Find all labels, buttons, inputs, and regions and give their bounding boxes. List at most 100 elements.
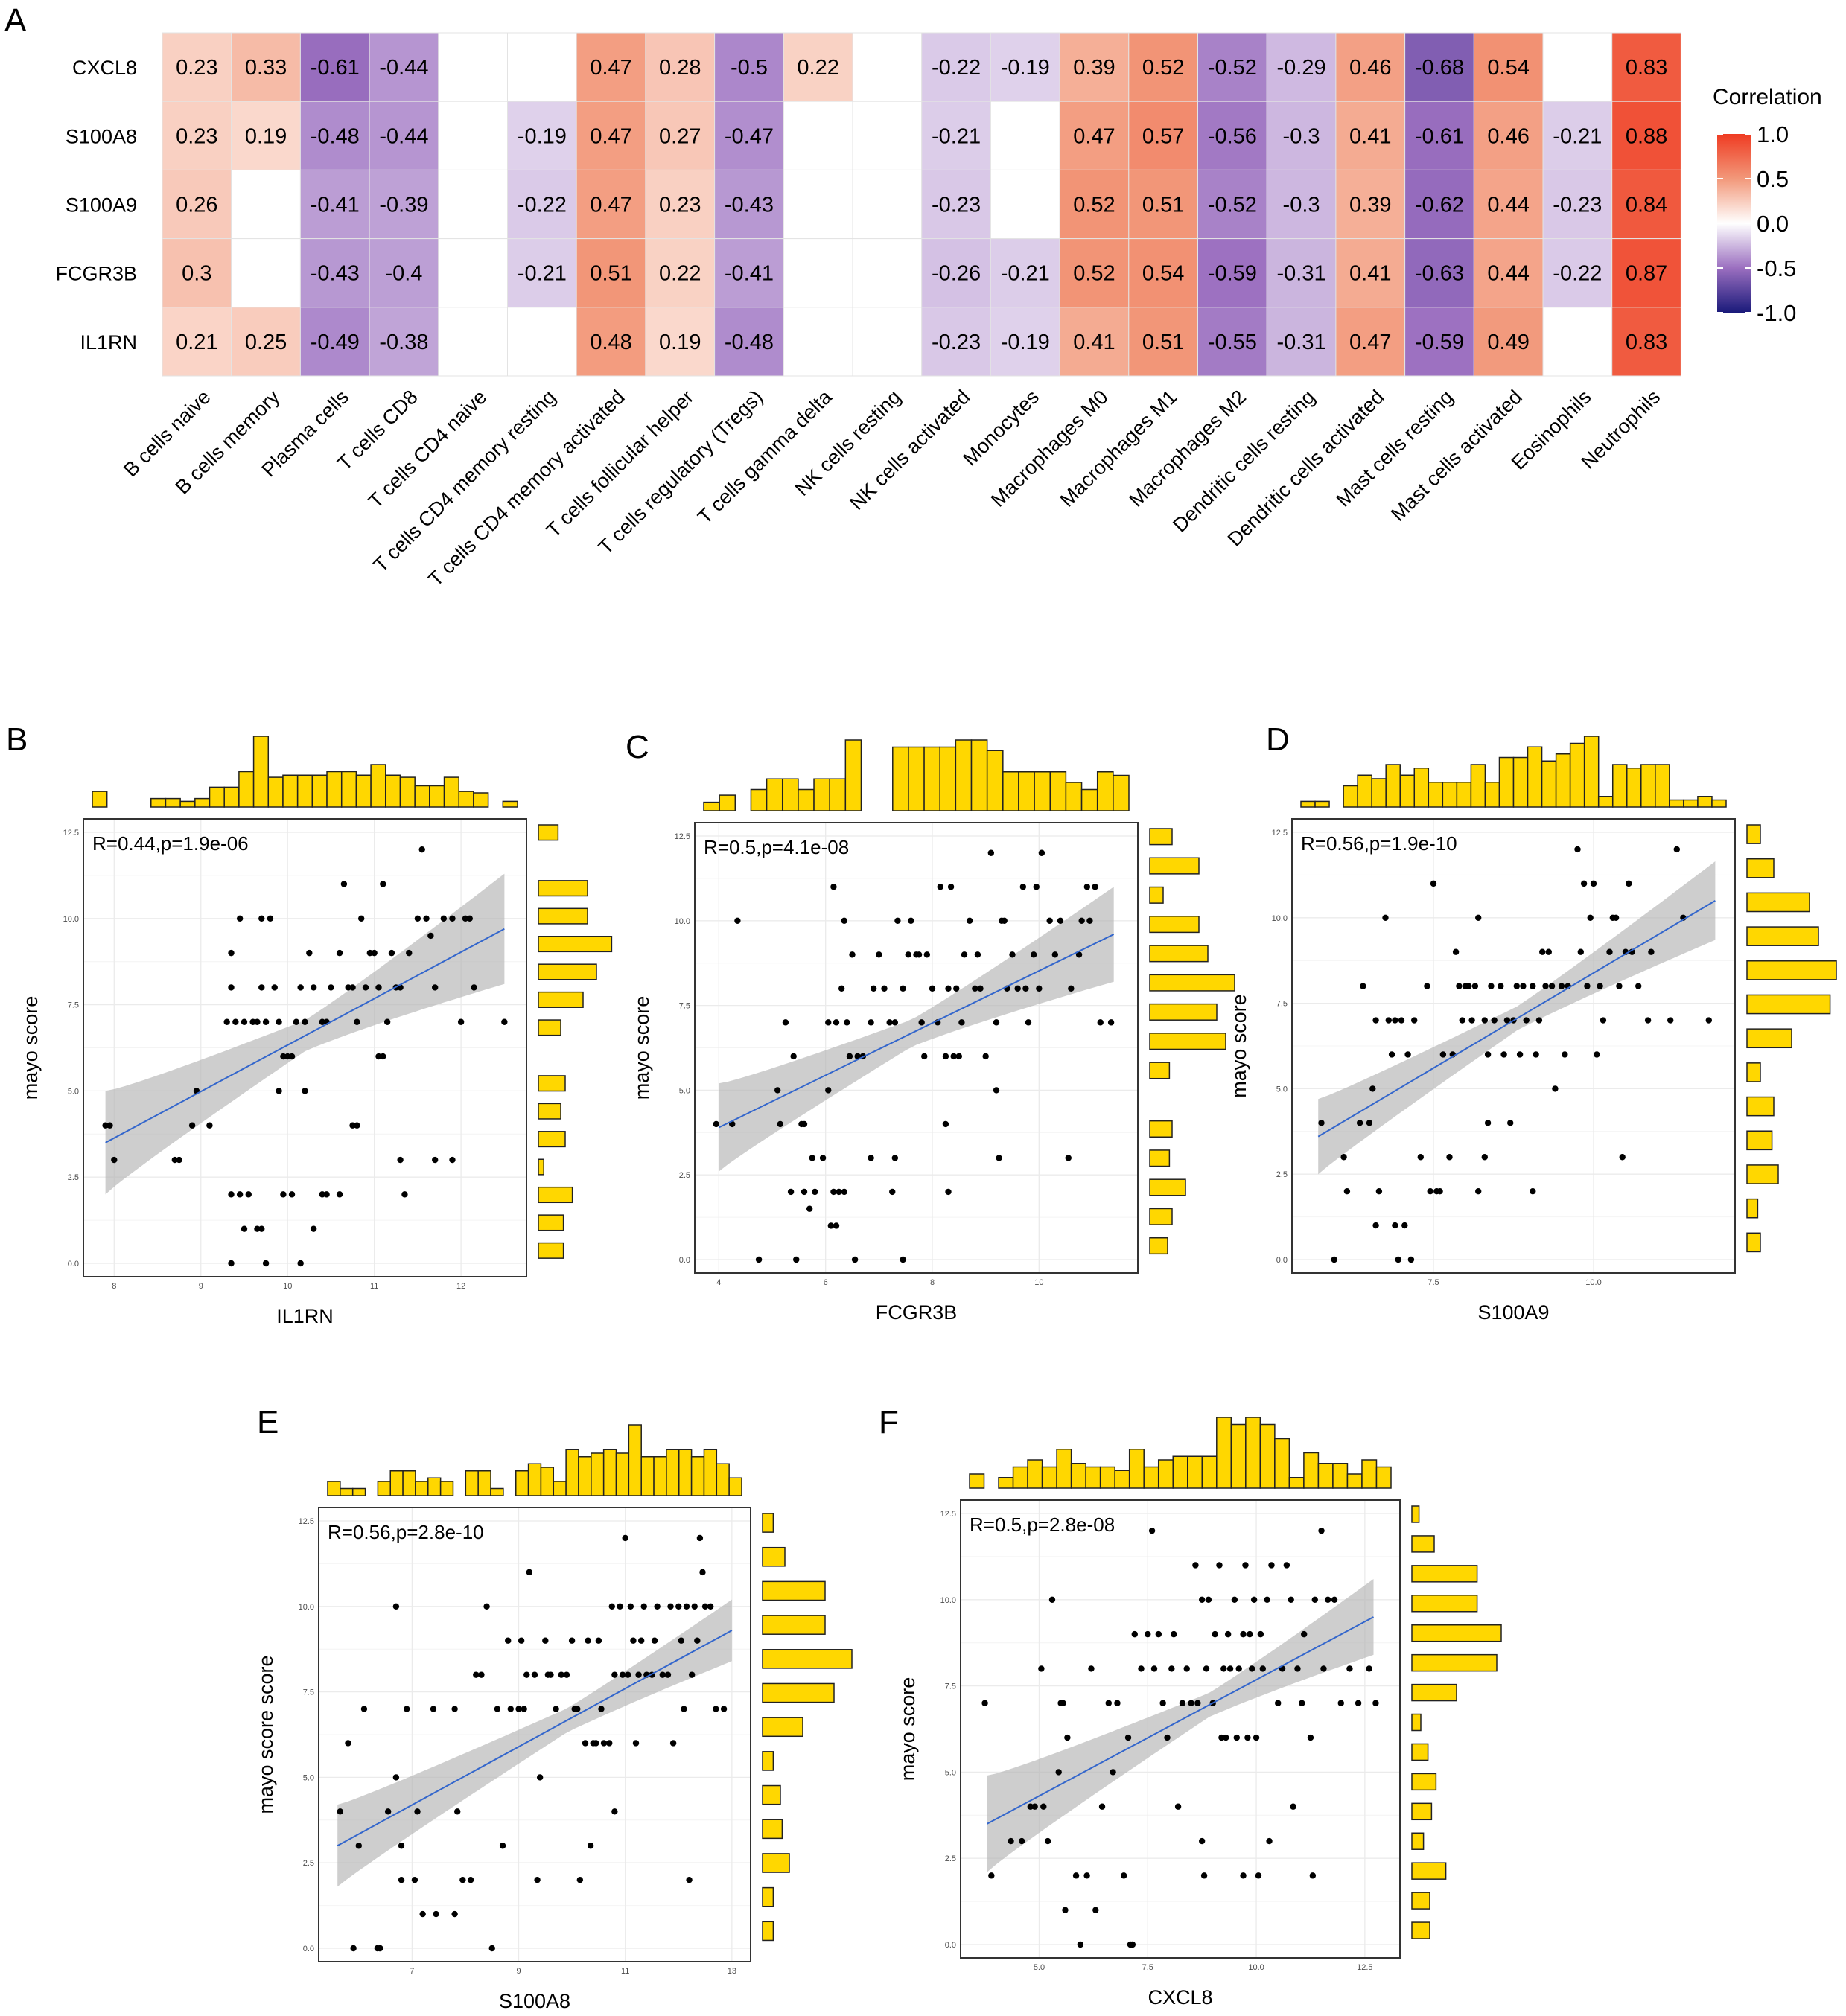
- regression-line: [718, 934, 1115, 1129]
- marginal-x-bar: [351, 1487, 366, 1496]
- scatter-panel-c: C 0.0 2.5 5.0 7.5 10.0 12.5 4 6 8 10 R=0.5,p=4.1e-0…: [626, 729, 1235, 1324]
- heatmap-cell: [1473, 238, 1544, 308]
- data-point: [833, 1019, 840, 1026]
- heatmap-cell: [852, 32, 923, 102]
- marginal-x-bar: [955, 739, 973, 811]
- data-point: [521, 1706, 527, 1712]
- marginal-x-bar: [553, 1481, 567, 1496]
- heatmap-cell: [1197, 307, 1267, 377]
- heatmap-row-label: IL1RN: [80, 331, 137, 354]
- y-axis-title: mayo score: [1228, 994, 1250, 1098]
- heatmap-cell: [369, 238, 439, 308]
- data-point: [1385, 1017, 1393, 1024]
- marginal-x-bar: [1470, 764, 1486, 808]
- heatmap-cell-value: 0.26: [176, 194, 217, 217]
- data-point: [1268, 1562, 1275, 1569]
- marginal-y-bar: [762, 1580, 826, 1601]
- marginal-x-bar: [1711, 799, 1727, 808]
- data-point: [1224, 1630, 1232, 1638]
- data-point: [377, 1945, 383, 1952]
- data-point: [1452, 948, 1460, 955]
- heatmap-cell: [1473, 32, 1544, 102]
- data-point: [889, 1188, 896, 1196]
- data-point: [734, 917, 741, 925]
- marginal-y-bar: [538, 1158, 544, 1176]
- data-point: [419, 1910, 426, 1918]
- data-point: [953, 985, 960, 992]
- data-point: [600, 1740, 608, 1747]
- data-point: [350, 1945, 357, 1952]
- marginal-x-bar: [923, 746, 940, 811]
- data-point: [371, 949, 378, 957]
- marginal-x-bar: [1034, 771, 1051, 811]
- x-tick-label: 7.5: [1142, 1963, 1153, 1972]
- marginal-y-bar: [538, 1186, 573, 1204]
- data-point: [1395, 1256, 1401, 1263]
- y-tick-label: 10.0: [675, 917, 690, 926]
- data-point: [1372, 1700, 1379, 1706]
- heatmap-cell: [714, 238, 784, 308]
- x-tick-label: 9: [516, 1967, 521, 1976]
- heatmap-cell: [1611, 101, 1681, 170]
- data-point: [1424, 983, 1430, 989]
- data-point: [1044, 1837, 1051, 1845]
- marginal-x-bar: [377, 1481, 391, 1496]
- data-point: [945, 985, 952, 992]
- marginal-x-bar: [1697, 796, 1713, 808]
- data-point: [851, 1256, 859, 1263]
- heatmap-cell-value: 0.52: [1073, 262, 1115, 286]
- marginal-x-bar: [1655, 764, 1670, 808]
- y-tick-label: 5.0: [679, 1086, 690, 1095]
- heatmap-cell: [1197, 101, 1267, 170]
- data-point: [1240, 1630, 1247, 1638]
- data-point: [988, 1872, 995, 1879]
- data-point: [1150, 1665, 1158, 1672]
- data-point: [1046, 917, 1053, 925]
- data-point: [1475, 1187, 1482, 1195]
- data-point: [841, 917, 847, 925]
- heatmap-cell-value: -0.23: [1553, 194, 1602, 217]
- marginal-x-bar: [1385, 764, 1401, 808]
- data-point: [1065, 1155, 1072, 1161]
- data-point: [606, 1740, 613, 1747]
- heatmap-cell: [576, 32, 646, 102]
- data-point: [1171, 1630, 1177, 1638]
- data-point: [1612, 914, 1620, 922]
- data-point: [1597, 983, 1603, 989]
- marginal-y-bar: [1746, 994, 1831, 1015]
- data-point: [819, 1155, 827, 1161]
- data-point: [707, 1603, 714, 1610]
- data-point: [518, 1637, 525, 1644]
- data-point: [414, 915, 421, 922]
- data-point: [206, 1122, 213, 1129]
- data-point: [1247, 1630, 1253, 1638]
- data-point: [1369, 1085, 1376, 1092]
- data-point: [996, 1155, 1002, 1161]
- data-point: [563, 1671, 570, 1678]
- heatmap-cell: [369, 169, 439, 240]
- marginal-y-bar: [1746, 1130, 1773, 1151]
- marginal-x-bar: [1056, 1449, 1072, 1489]
- marginal-x-bar: [591, 1452, 605, 1496]
- marginal-y-bar: [538, 936, 613, 953]
- heatmap-cell: [990, 101, 1060, 170]
- data-point: [1218, 1734, 1225, 1741]
- marginal-x-bar: [892, 746, 909, 811]
- data-point: [1626, 880, 1632, 887]
- data-point: [1030, 951, 1037, 958]
- data-point: [1340, 1154, 1347, 1161]
- data-point: [1552, 1085, 1559, 1092]
- marginal-y-bar: [762, 1751, 774, 1771]
- heatmap-cell-value: -0.61: [311, 56, 360, 80]
- heatmap-cell-value: 0.22: [797, 56, 838, 80]
- marginal-y-bar: [538, 1075, 566, 1092]
- data-point: [619, 1671, 626, 1678]
- marginal-y-bar: [538, 991, 584, 1008]
- heatmap-cell-value: -0.19: [1001, 56, 1050, 80]
- marginal-x-bar: [1245, 1417, 1261, 1489]
- legend-tick-label: 1.0: [1757, 121, 1789, 147]
- data-point: [340, 881, 348, 887]
- data-point: [249, 1018, 256, 1025]
- heatmap-cell-value: 0.23: [176, 56, 217, 80]
- data-point: [782, 1019, 789, 1026]
